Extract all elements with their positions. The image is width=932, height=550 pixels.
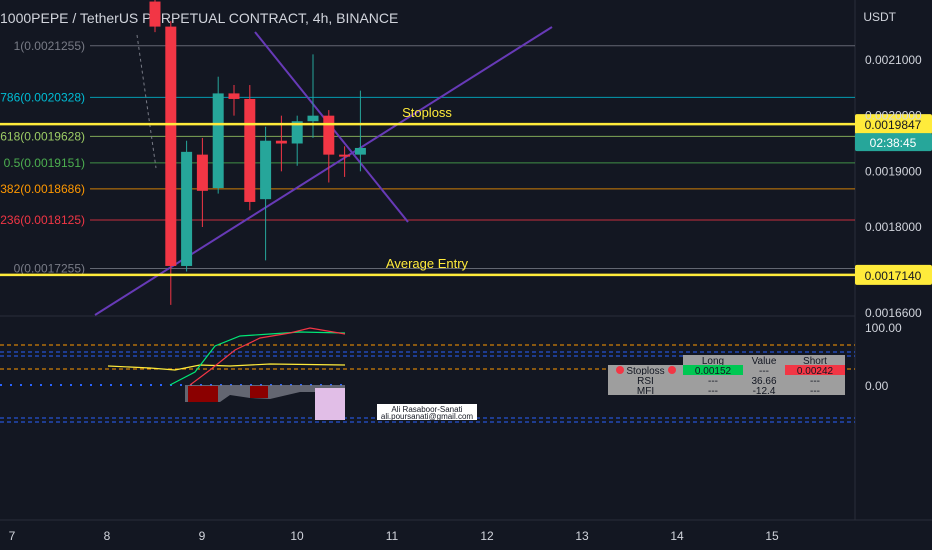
table-cell-long bbox=[683, 365, 743, 375]
fib-label: 236(0.0018125) bbox=[0, 213, 85, 227]
candle-body bbox=[244, 98, 256, 202]
ind-red-line bbox=[189, 327, 346, 386]
price-tick: 0.0016600 bbox=[865, 306, 922, 320]
candle-body bbox=[275, 140, 287, 144]
table-cell: 36.66 bbox=[751, 376, 776, 387]
candle-body bbox=[149, 1, 161, 27]
ascending-trendline bbox=[94, 26, 553, 316]
table-cell: --- bbox=[708, 376, 718, 387]
table-cell-short bbox=[785, 365, 845, 375]
fib-label: 0.5(0.0019151) bbox=[4, 156, 85, 170]
ind-bar bbox=[188, 386, 218, 402]
table-row-bg bbox=[608, 375, 845, 385]
time-tick: 9 bbox=[199, 529, 206, 543]
candle-body bbox=[323, 115, 335, 155]
table-cell: --- bbox=[759, 366, 769, 377]
time-tick: 11 bbox=[386, 529, 399, 543]
watermark-name: Ali Rasaboor-Sanati bbox=[391, 405, 462, 414]
watermark-box bbox=[377, 404, 477, 420]
fib-label: 786(0.0020328) bbox=[0, 90, 85, 104]
chart-title: 1000PEPE / TetherUS PERPETUAL CONTRACT, … bbox=[0, 10, 399, 26]
candle-body bbox=[260, 140, 272, 200]
time-tick: 12 bbox=[480, 529, 494, 543]
average-entry-label: Average Entry bbox=[386, 256, 469, 271]
table-header-bg bbox=[683, 355, 845, 365]
price-tick: 0.0020000 bbox=[865, 109, 922, 123]
table-row-bg bbox=[608, 385, 845, 395]
table-cell: 0.00242 bbox=[797, 366, 834, 377]
price-tick: 0.0018000 bbox=[865, 220, 922, 234]
ind-bar bbox=[315, 388, 345, 420]
watermark-email: ali.poursanati@gmail.com bbox=[381, 412, 473, 421]
candle-body bbox=[181, 151, 193, 266]
price-tag-label: 0.0017140 bbox=[865, 269, 922, 283]
ind-tick: 0.00 bbox=[865, 379, 889, 393]
candle-body bbox=[291, 121, 303, 144]
fib-label: 0(0.0017255) bbox=[14, 261, 85, 275]
price-tick: 0.0021000 bbox=[865, 53, 922, 67]
table-cell: --- bbox=[708, 386, 718, 397]
time-tick: 7 bbox=[9, 529, 16, 543]
fib-label: 382(0.0018686) bbox=[0, 182, 85, 196]
ind-green-line bbox=[169, 331, 346, 386]
time-tick: 10 bbox=[290, 529, 304, 543]
red-dot bbox=[616, 366, 624, 374]
candle-body bbox=[165, 26, 177, 266]
candle-body bbox=[354, 147, 366, 155]
price-tag bbox=[855, 114, 932, 135]
red-dot bbox=[668, 366, 676, 374]
price-tick: 0.0019000 bbox=[865, 164, 922, 178]
table-cell: RSI bbox=[637, 376, 654, 387]
table-cell: 0.00152 bbox=[695, 366, 732, 377]
price-tag-label: 0.0019847 bbox=[865, 118, 922, 132]
candle-body bbox=[196, 154, 208, 191]
currency-label: USDT bbox=[863, 10, 896, 24]
table-cell: -12.4 bbox=[753, 386, 776, 397]
candle-body bbox=[339, 154, 351, 157]
table-cell: Stoploss bbox=[626, 366, 664, 377]
ind-bar bbox=[250, 386, 268, 398]
countdown-tag bbox=[855, 133, 932, 152]
table-cell: --- bbox=[810, 386, 820, 397]
time-tick: 15 bbox=[765, 529, 779, 543]
fib-label: 618(0.0019628) bbox=[0, 129, 85, 143]
candle-body bbox=[228, 93, 240, 99]
ind-tick: 100.00 bbox=[865, 321, 902, 335]
candle-body bbox=[212, 93, 224, 189]
table-cell: --- bbox=[810, 376, 820, 387]
table-header: Long bbox=[702, 356, 724, 367]
table-header: Short bbox=[803, 356, 827, 367]
candle-body bbox=[307, 115, 319, 122]
time-tick: 8 bbox=[104, 529, 111, 543]
dashed-guide bbox=[136, 34, 157, 169]
table-header: Value bbox=[752, 356, 777, 367]
stoploss-label: Stoploss bbox=[402, 105, 452, 120]
fib-label: 1(0.0021255) bbox=[14, 39, 85, 53]
time-tick: 14 bbox=[670, 529, 684, 543]
price-tag bbox=[855, 264, 932, 285]
time-tick: 13 bbox=[575, 529, 589, 543]
countdown-label: 02:38:45 bbox=[870, 136, 917, 150]
table-cell: MFI bbox=[637, 386, 654, 397]
